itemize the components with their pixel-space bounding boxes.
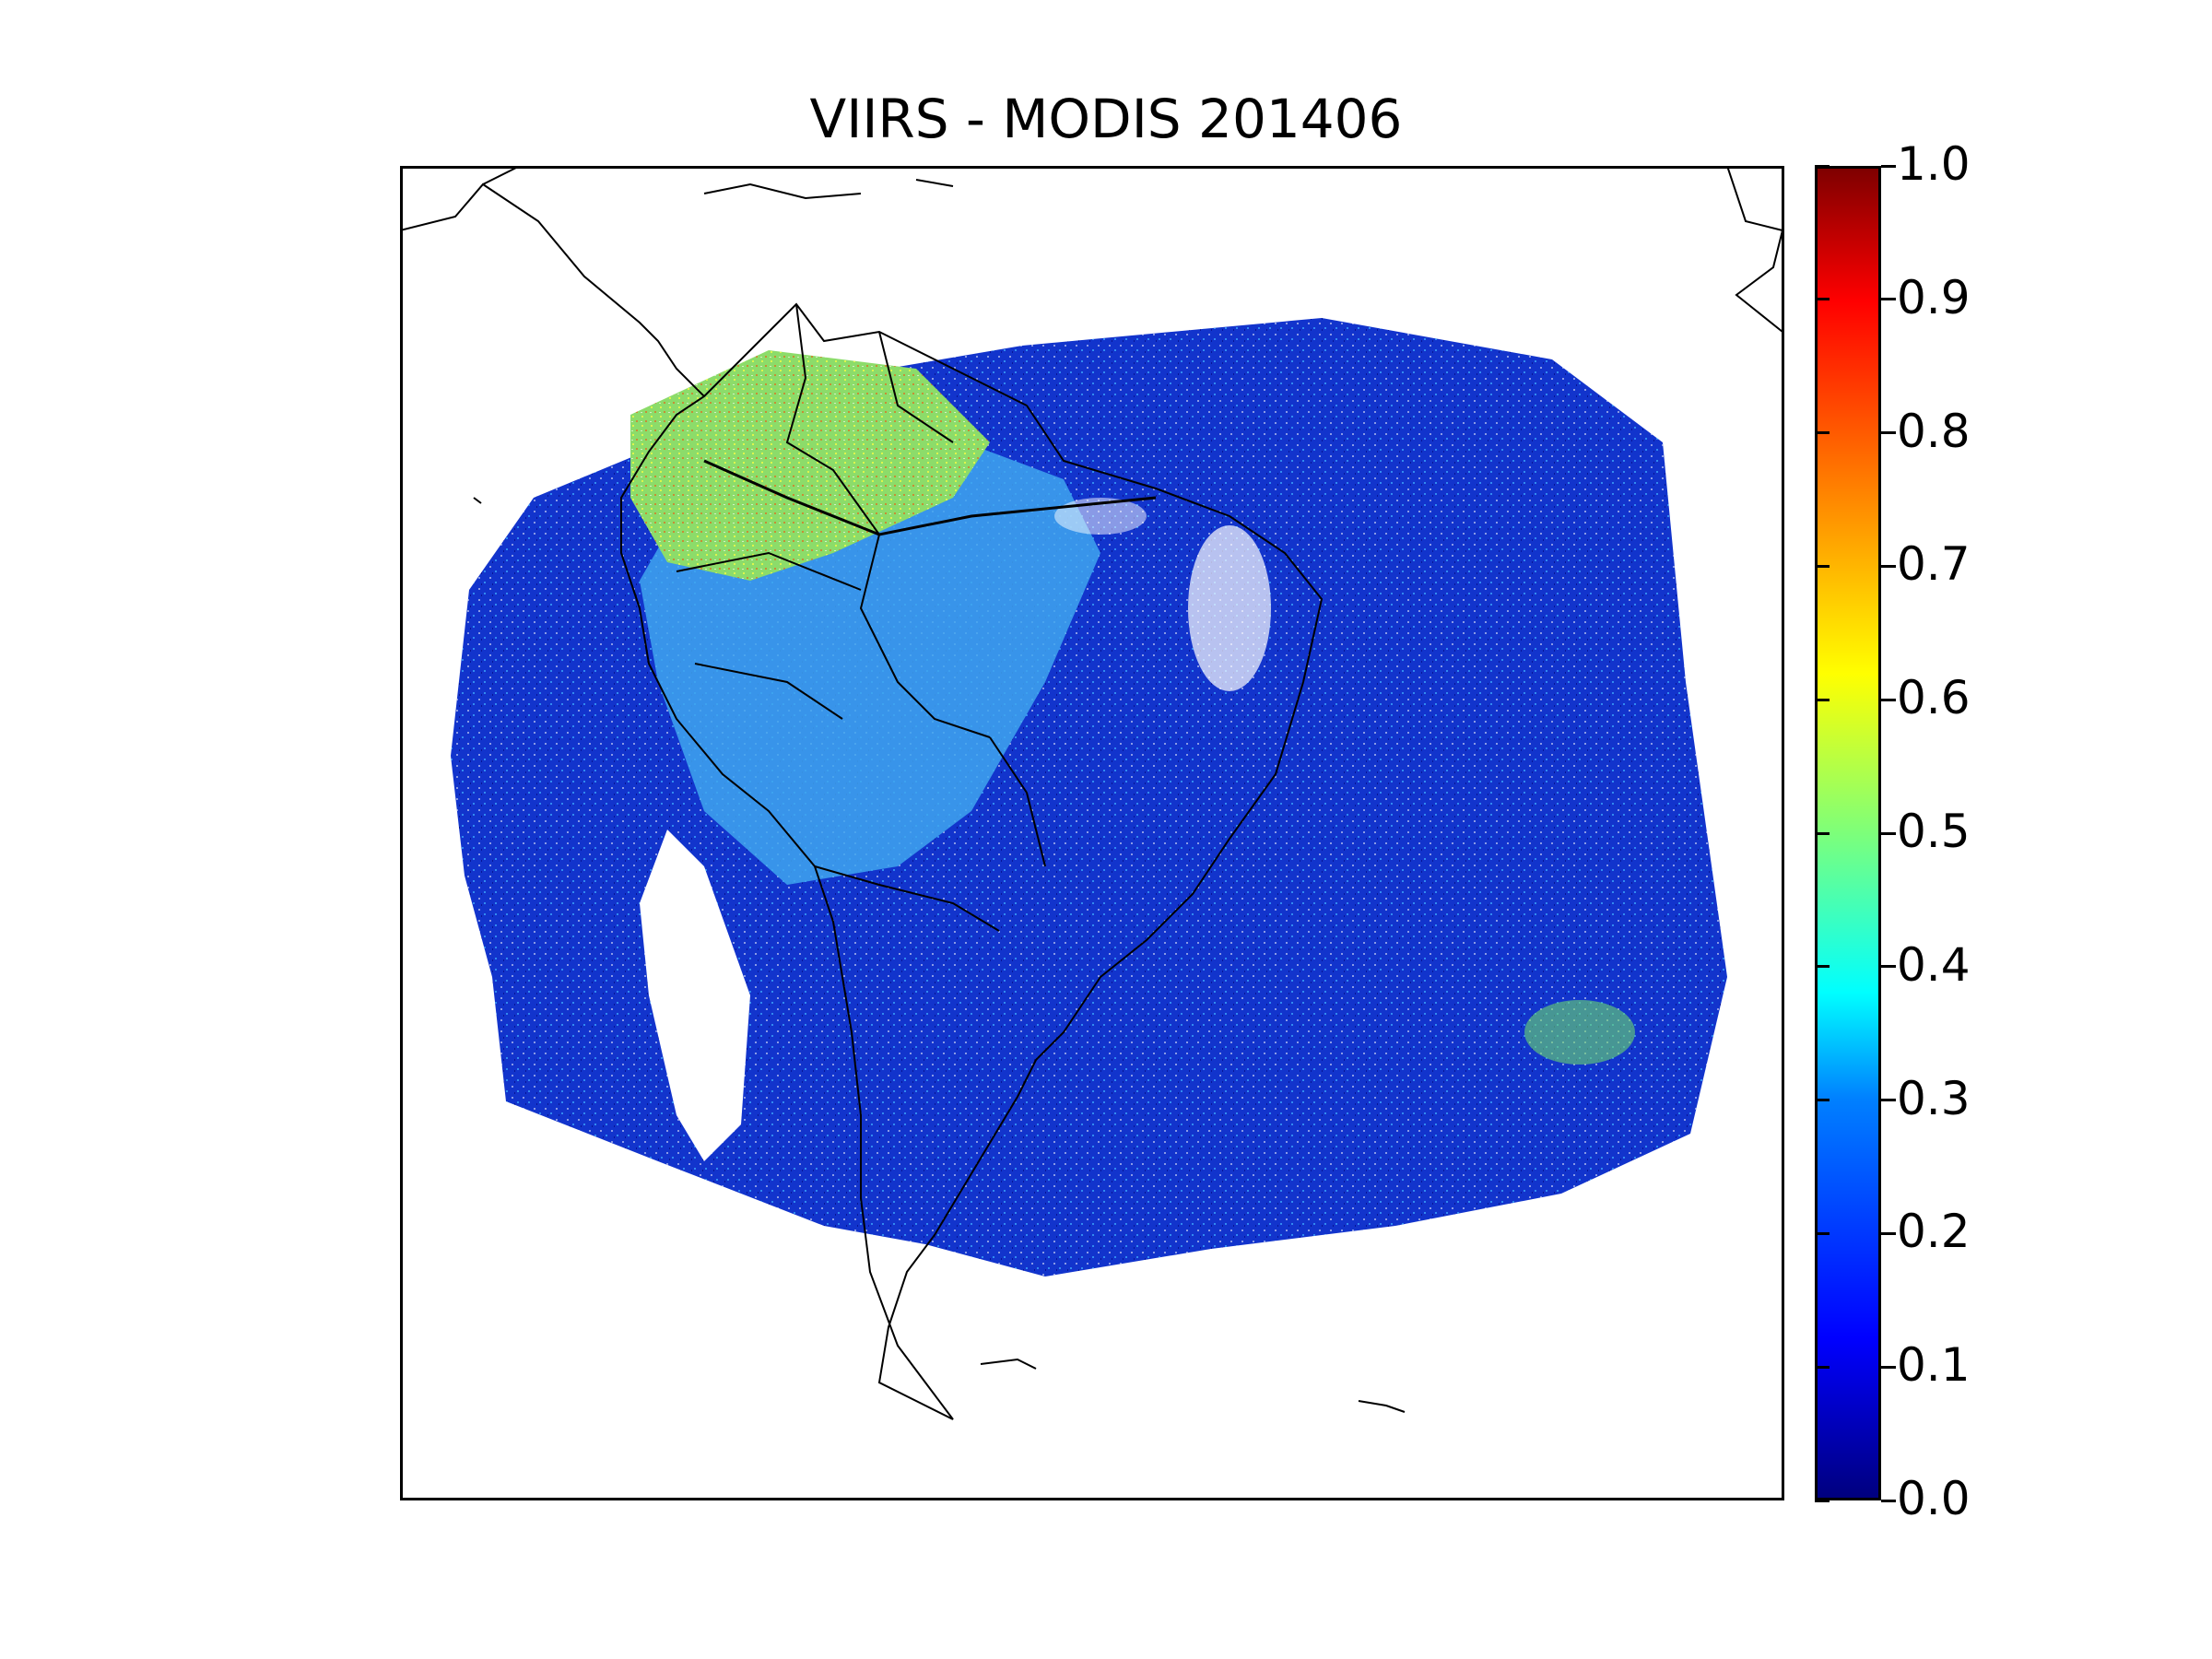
- colorbar-tick-mark-left: [1815, 1231, 1830, 1235]
- colorbar-tick-mark-left: [1815, 564, 1830, 568]
- colorbar-tick-label: 0.9: [1897, 270, 1971, 324]
- colorbar-tick-mark-left: [1815, 1099, 1830, 1102]
- colorbar-tick-label: 0.1: [1897, 1338, 1971, 1393]
- colorbar-tick-label: 0.3: [1897, 1071, 1971, 1125]
- colorbar-tick-mark-left: [1815, 965, 1830, 969]
- colorbar-tick-label: 1.0: [1897, 137, 1971, 191]
- colorbar-tick-label: 0.2: [1897, 1205, 1971, 1259]
- colorbar-tick-mark: [1881, 1365, 1896, 1369]
- colorbar-tick-label: 0.7: [1897, 537, 1971, 592]
- colorbar-tick-mark: [1881, 965, 1896, 969]
- colorbar-tick-label: 0.8: [1897, 404, 1971, 458]
- map-panel: [400, 166, 1784, 1500]
- colorbar-tick-mark-left: [1815, 298, 1830, 301]
- anomaly-field: [451, 318, 1727, 1277]
- colorbar-tick-label: 0.4: [1897, 937, 1971, 992]
- colorbar-tick-mark-left: [1815, 1365, 1830, 1369]
- colorbar-tick-mark: [1881, 1231, 1896, 1235]
- colorbar-tick-mark: [1881, 698, 1896, 701]
- map-title: VIIRS - MODIS 201406: [809, 88, 1403, 150]
- colorbar-tick-mark: [1881, 564, 1896, 568]
- map-frame-border: [400, 166, 1784, 1500]
- colorbar-tick-mark: [1881, 1499, 1896, 1502]
- colorbar-tick-mark-left: [1815, 1499, 1830, 1502]
- colorbar-tick-mark-left: [1815, 164, 1830, 168]
- colorbar-tick-label: 0.6: [1897, 671, 1971, 725]
- colorbar-tick-mark: [1881, 1099, 1896, 1102]
- coastlines: [400, 166, 1784, 1420]
- colorbar-tick-mark: [1881, 164, 1896, 168]
- colorbar-tick-mark: [1881, 831, 1896, 835]
- colorbar-tick-mark-left: [1815, 831, 1830, 835]
- colorbar-tick-mark-left: [1815, 431, 1830, 435]
- colorbar-tick-mark: [1881, 298, 1896, 301]
- colorbar-tick-mark-left: [1815, 698, 1830, 701]
- colorbar-tick-label: 0.5: [1897, 805, 1971, 858]
- colorbar-tick-mark: [1881, 431, 1896, 435]
- colorbar-tick-label: 0.0: [1897, 1472, 1971, 1525]
